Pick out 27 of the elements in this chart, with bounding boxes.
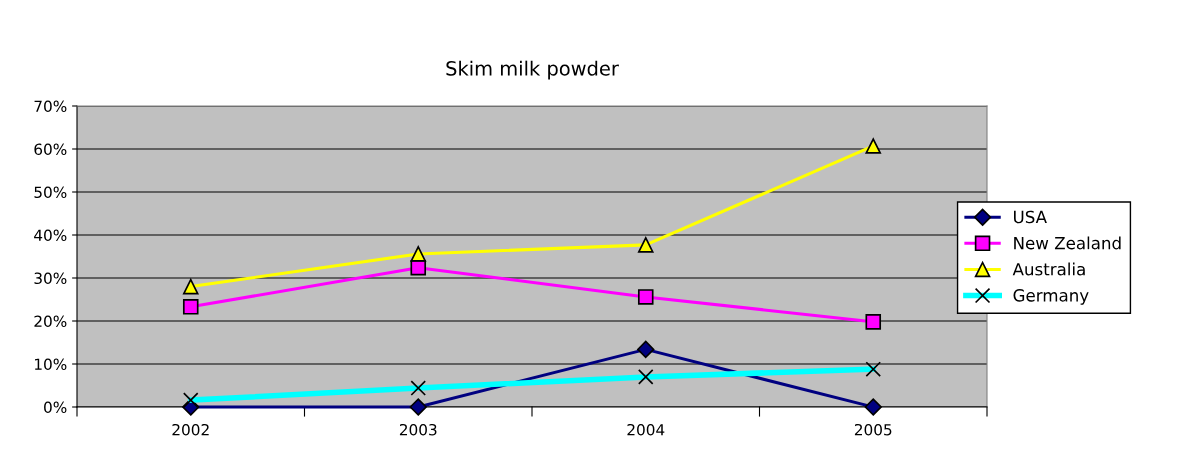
- x-tick-label: 2003: [399, 423, 437, 436]
- y-tick-label: 20%: [34, 315, 67, 328]
- y-tick-label: 0%: [44, 401, 67, 414]
- legend-label: USA: [1014, 210, 1047, 224]
- point: [637, 289, 654, 305]
- y-tick-label: 30%: [34, 272, 67, 285]
- point: [864, 398, 882, 416]
- point: [865, 138, 882, 154]
- point: [182, 278, 199, 295]
- point: [637, 237, 654, 253]
- y-tick-label: 60%: [34, 143, 67, 156]
- x-tick-label: 2005: [854, 423, 892, 436]
- point: [410, 246, 427, 262]
- x-tick-label: 2002: [172, 423, 209, 436]
- point: [182, 299, 199, 315]
- x-tick-label: 2004: [627, 423, 665, 436]
- y-tick-label: 70%: [34, 100, 67, 113]
- chart-title: Skim milk powder: [446, 60, 619, 80]
- y-tick-label: 50%: [34, 186, 67, 199]
- point: [409, 398, 427, 416]
- legend-label: Australia: [1012, 262, 1085, 276]
- point: [637, 340, 655, 359]
- point: [865, 314, 882, 330]
- y-tick-label: 10%: [35, 358, 67, 371]
- y-tick-label: 40%: [34, 229, 67, 242]
- legend-label: Germany: [1013, 289, 1089, 305]
- legend-label: New Zealand: [1014, 236, 1121, 250]
